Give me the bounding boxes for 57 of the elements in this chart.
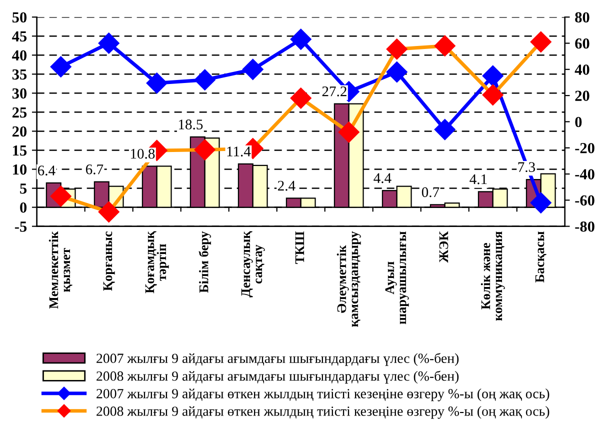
x-tick-label: ТКШ (295, 231, 304, 264)
y-tick-label: 20 (12, 126, 27, 137)
y2-tick-label: -40 (575, 169, 594, 180)
x-tick-label: Ауыл шаруашылығы (385, 232, 409, 324)
x-tick-label: Қоғамдық тәртіп (145, 231, 169, 294)
data-label: 6.4 (38, 166, 56, 176)
x-tick-label: Мемлекеттік қызмет (48, 231, 72, 309)
y-tick-label: 5 (20, 184, 27, 194)
x-tick-label: Білім беру (198, 231, 211, 293)
legend-label: 2007 жылғы 9 айдағы ағымдағы шығындардағы үлес (%-бен) (96, 352, 459, 366)
y-tick-label: 15 (13, 145, 27, 156)
y2-tick-label: 80 (575, 12, 590, 23)
y-tick-label: 0 (20, 202, 27, 213)
x-tick-label: Көлік және коммуникация (480, 232, 505, 321)
point (386, 61, 408, 83)
data-label: 2.4 (278, 180, 296, 191)
x-tick-label: Қорғаныс (103, 232, 115, 291)
y-tick-label: -5 (14, 222, 27, 232)
y2-tick-label: 40 (574, 64, 590, 75)
x-tick-label: ЖЭК (439, 231, 448, 263)
y-tick-label: 40 (12, 50, 27, 61)
point (290, 28, 312, 50)
y-tick-label: 30 (12, 88, 27, 99)
y-tick-label: 50 (12, 12, 27, 23)
data-label: 6.7 (86, 164, 104, 174)
legend-label: 2008 жылғы 9 айдағы ағымдағы шығындардағы үлес (%-бен) (96, 370, 459, 384)
data-label: 18.5 (178, 120, 203, 130)
point (146, 72, 168, 94)
point (98, 32, 120, 54)
y2-tick-label: 60 (575, 38, 590, 49)
data-label: 10.8 (130, 148, 155, 159)
x-tick-label: Басқасы (535, 232, 546, 282)
y2-tick-label: 20 (575, 90, 590, 101)
point (482, 65, 504, 86)
data-label: 7.3 (518, 162, 536, 172)
x-tick-label: Әлеуметтік қамсыздандыру (336, 231, 361, 327)
legend-label: 2007 жылғы 9 айдағы өткен жылдың тиісті кезеңіне өзгеру %-ы (оң жақ ось) (96, 388, 550, 402)
data-label: 27.2 (322, 86, 346, 96)
point (50, 56, 72, 78)
y2-tick-label: -20 (575, 142, 594, 154)
point (194, 69, 216, 90)
data-label: 4.1 (470, 174, 487, 184)
y-tick-label: 25 (12, 107, 27, 118)
data-label: 11.4 (227, 146, 251, 156)
y2-tick-label: 0 (575, 116, 582, 128)
y-tick-label: 35 (12, 69, 27, 80)
y-tick-label: 10 (13, 164, 27, 175)
y2-tick-label: -80 (575, 221, 594, 232)
data-label: 0.7 (422, 187, 440, 198)
point (530, 192, 552, 214)
x-tick-label: Денсаулық сақтау (241, 231, 265, 298)
y2-tick-label: -60 (575, 195, 594, 206)
y-tick-label: 45 (12, 31, 27, 42)
point (434, 119, 456, 140)
legend-label: 2008 жылғы 9 айдағы өткен жылдың тиісті кезеңіне өзгеру %-ы (оң жақ ось) (96, 406, 550, 419)
data-label: 4.4 (374, 173, 392, 184)
point (242, 58, 264, 80)
